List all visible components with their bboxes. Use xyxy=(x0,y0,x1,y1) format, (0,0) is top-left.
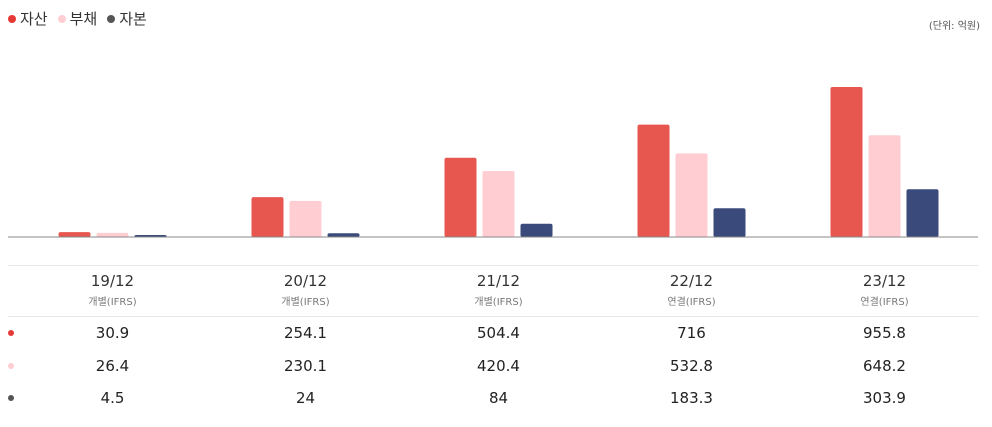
legend-label-assets: 자산 xyxy=(20,10,48,28)
period-label: 22/12 xyxy=(669,272,714,290)
legend-dot-liabilities xyxy=(57,14,66,23)
bar-liabilities-1912[interactable] xyxy=(96,232,129,237)
legend-label-liabilities: 부채 xyxy=(69,10,98,28)
table-cell: 230.1 xyxy=(284,357,327,375)
table-cell: 648.2 xyxy=(863,357,906,375)
column-header-2012: 20/12 개별(IFRS) xyxy=(209,272,402,308)
bar-assets-1912[interactable] xyxy=(58,232,91,237)
table-cell: 4.5 xyxy=(100,389,125,407)
period-label: 19/12 xyxy=(90,272,135,290)
bar-chart xyxy=(8,86,978,238)
table-header-divider xyxy=(8,316,978,317)
bar-liabilities-2012[interactable] xyxy=(289,200,322,237)
bar-group xyxy=(58,86,939,238)
bar-equity-2012[interactable] xyxy=(327,233,360,237)
legend-label-equity: 자본 xyxy=(119,10,147,28)
column-header-2312: 23/12 연결(IFRS) xyxy=(788,272,981,308)
row-dot-equity xyxy=(8,395,14,401)
legend-item-assets[interactable]: 자산 xyxy=(8,8,48,29)
unit-label: (단위: 억원) xyxy=(928,21,980,32)
bar-equity-2212[interactable] xyxy=(713,208,746,237)
table-top-divider xyxy=(8,265,978,266)
legend-item-equity[interactable]: 자본 xyxy=(107,8,147,29)
bar-liabilities-2312[interactable] xyxy=(868,135,901,237)
accounting-basis-label: 개별(IFRS) xyxy=(474,297,523,308)
accounting-basis-label: 개별(IFRS) xyxy=(281,297,330,308)
accounting-basis-label: 연결(IFRS) xyxy=(860,297,909,308)
period-label: 21/12 xyxy=(476,272,521,290)
table-cell: 24 xyxy=(295,389,316,407)
period-label: 20/12 xyxy=(283,272,328,290)
chart-legend: 자산 부채 자본 xyxy=(8,8,147,29)
column-header-1912: 19/12 개별(IFRS) xyxy=(16,272,209,308)
accounting-basis-label: 연결(IFRS) xyxy=(667,297,716,308)
table-cell: 303.9 xyxy=(863,389,906,407)
period-label: 23/12 xyxy=(862,272,907,290)
bar-assets-2112[interactable] xyxy=(444,157,477,237)
bar-assets-2212[interactable] xyxy=(637,124,670,237)
column-header-2112: 21/12 개별(IFRS) xyxy=(402,272,595,308)
table-cell: 183.3 xyxy=(670,389,713,407)
accounting-basis-label: 개별(IFRS) xyxy=(88,297,137,308)
legend-dot-equity xyxy=(107,14,116,23)
table-cell: 420.4 xyxy=(477,357,520,375)
table-cell: 955.8 xyxy=(863,324,906,342)
column-header-2212: 22/12 연결(IFRS) xyxy=(595,272,788,308)
bar-equity-2312[interactable] xyxy=(906,189,939,237)
bar-assets-2312[interactable] xyxy=(830,86,863,238)
table-cell: 84 xyxy=(488,389,509,407)
bar-equity-2112[interactable] xyxy=(520,223,553,237)
bar-liabilities-2212[interactable] xyxy=(675,153,708,237)
row-dot-liabilities xyxy=(8,363,14,369)
table-cell: 532.8 xyxy=(670,357,713,375)
table-cell: 504.4 xyxy=(477,324,520,342)
table-cell: 716 xyxy=(677,324,706,342)
table-cell: 254.1 xyxy=(284,324,327,342)
legend-item-liabilities[interactable]: 부채 xyxy=(57,8,98,29)
row-dot-assets xyxy=(8,330,14,336)
bar-assets-2012[interactable] xyxy=(251,197,284,237)
table-cell: 26.4 xyxy=(95,357,130,375)
table-cell: 30.9 xyxy=(95,324,130,342)
bar-liabilities-2112[interactable] xyxy=(482,170,515,237)
legend-dot-assets xyxy=(8,14,16,23)
